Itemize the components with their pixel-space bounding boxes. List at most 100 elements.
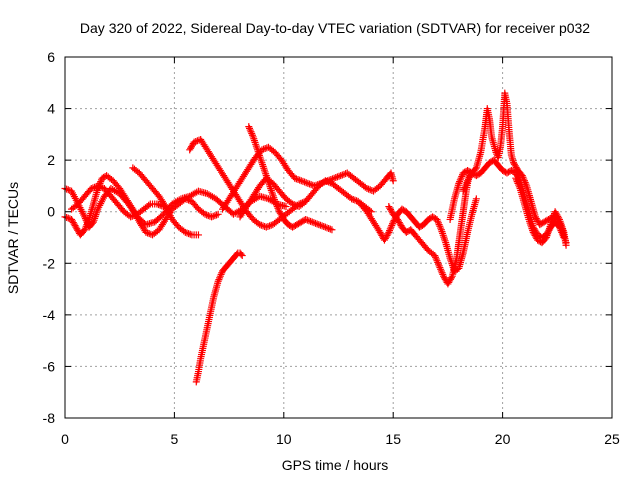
- data-point: [266, 222, 274, 230]
- data-point: [461, 184, 469, 192]
- data-point: [247, 128, 255, 136]
- series-track: [236, 174, 375, 221]
- data-point: [192, 137, 200, 145]
- data-point: [433, 257, 441, 265]
- y-tick-label: -4: [43, 307, 56, 323]
- data-point: [434, 260, 442, 268]
- data-point: [306, 180, 314, 188]
- grid-lines: [65, 57, 612, 418]
- data-point: [81, 226, 89, 234]
- data-point: [190, 138, 198, 146]
- data-point: [246, 124, 254, 132]
- data-point: [455, 179, 463, 187]
- plot-frame: [64, 56, 613, 419]
- data-point: [201, 210, 209, 218]
- x-axis-ticks: 0 5 10 15 20 25: [61, 57, 620, 447]
- data-point: [308, 218, 316, 226]
- data-point: [128, 212, 136, 220]
- y-tick-label: 4: [47, 101, 55, 117]
- data-point: [274, 204, 282, 212]
- data-point: [216, 274, 224, 282]
- data-point: [63, 185, 71, 193]
- data-point: [338, 171, 346, 179]
- data-point: [368, 186, 376, 194]
- data-point: [541, 235, 549, 243]
- data-point: [439, 270, 447, 278]
- series-track: [61, 172, 222, 239]
- data-point: [294, 175, 302, 183]
- series-track: [219, 143, 397, 213]
- data-point: [512, 176, 520, 184]
- data-point: [216, 272, 224, 280]
- data-point: [273, 203, 281, 211]
- data-point: [260, 145, 268, 153]
- data-point: [186, 230, 194, 238]
- data-point: [248, 131, 256, 139]
- data-point: [304, 179, 312, 187]
- data-point: [321, 177, 329, 185]
- data-point: [386, 227, 394, 235]
- data-point: [522, 180, 530, 188]
- data-point: [459, 187, 467, 195]
- data-point: [514, 179, 522, 187]
- data-point: [144, 229, 152, 237]
- data-point: [292, 175, 300, 183]
- data-point: [437, 265, 445, 273]
- data-point: [389, 177, 397, 185]
- series-track: [385, 169, 474, 288]
- data-point: [97, 183, 105, 191]
- data-point: [386, 225, 394, 233]
- data-point: [94, 182, 102, 190]
- data-point: [436, 222, 444, 230]
- data-point: [330, 174, 338, 182]
- data-point: [297, 177, 305, 185]
- data-point: [388, 221, 396, 229]
- data-point: [289, 200, 297, 208]
- data-point: [515, 183, 523, 191]
- y-tick-label: 2: [47, 152, 55, 168]
- data-point: [258, 146, 266, 154]
- data-point: [153, 200, 161, 208]
- data-point: [432, 255, 440, 263]
- data-point: [321, 223, 329, 231]
- data-point: [447, 274, 455, 282]
- data-point: [95, 183, 103, 191]
- data-point: [460, 185, 468, 193]
- data-point: [513, 178, 521, 186]
- data-point: [310, 219, 318, 227]
- data-point: [437, 267, 445, 275]
- data-point: [299, 177, 307, 185]
- data-point: [433, 215, 441, 223]
- data-point: [183, 229, 191, 237]
- data-point: [145, 201, 153, 209]
- y-tick-label: 0: [47, 204, 55, 220]
- data-point: [333, 173, 341, 181]
- data-point: [387, 223, 395, 231]
- data-point: [520, 175, 528, 183]
- y-axis-label: SDTVAR / TECUs: [5, 182, 21, 294]
- data-point: [302, 215, 310, 223]
- x-axis-label: GPS time / hours: [282, 457, 389, 473]
- data-point: [215, 276, 223, 284]
- data-point: [142, 228, 150, 236]
- data-point: [462, 180, 470, 188]
- data-point: [328, 226, 336, 234]
- data-point: [521, 178, 529, 186]
- data-point: [214, 277, 222, 285]
- data-point: [318, 222, 326, 230]
- data-point: [273, 201, 281, 209]
- data-point: [213, 211, 221, 219]
- data-point: [456, 178, 464, 186]
- data-point: [128, 203, 136, 211]
- data-point: [156, 201, 164, 209]
- data-point: [209, 212, 217, 220]
- data-point: [305, 217, 313, 225]
- data-point: [316, 221, 324, 229]
- data-point: [158, 202, 166, 210]
- data-point: [194, 231, 202, 239]
- data-point: [472, 195, 480, 203]
- data-point: [246, 126, 254, 134]
- data-point: [315, 221, 323, 229]
